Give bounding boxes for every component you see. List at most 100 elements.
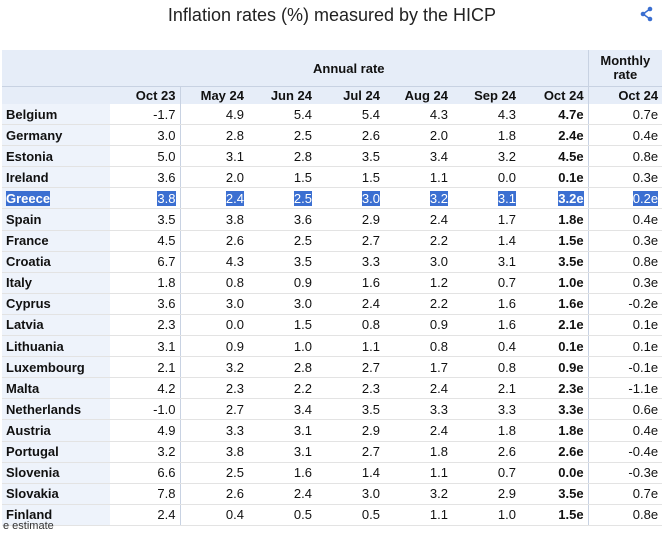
- value-cell: 1.8: [110, 272, 181, 294]
- cell-text: 3.0: [225, 296, 244, 312]
- value-cell: -0.2e: [588, 293, 663, 315]
- table-row: Croatia 6.7 4.3 3.5 3.3 3.0 3.1 3.5e 0.8e: [2, 251, 663, 273]
- value-cell: 3.3: [452, 398, 520, 421]
- value-cell: 2.1: [110, 356, 181, 379]
- country-cell: Luxembourg: [2, 356, 110, 379]
- cell-text: 1.1: [429, 169, 448, 185]
- value-cell: 0.8: [316, 314, 384, 337]
- cell-text: 0.8e: [632, 507, 659, 523]
- value-cell: 4.3: [384, 104, 452, 126]
- value-cell: 2.4: [384, 377, 452, 400]
- cell-text: 2.1e: [558, 317, 584, 333]
- value-cell: -0.4e: [588, 441, 663, 463]
- value-cell: 1.6: [248, 462, 316, 484]
- value-cell: 2.6: [180, 483, 248, 505]
- cell-text: 2.6e: [558, 444, 584, 460]
- cell-text: 5.0: [157, 148, 176, 164]
- cell-text: 3.5: [293, 254, 312, 270]
- cell-text: Luxembourg: [6, 359, 85, 375]
- value-cell: 0.9e: [520, 356, 589, 379]
- cell-text: -1.7: [153, 106, 176, 122]
- column-header: Oct 24: [588, 86, 663, 104]
- cell-text: 0.4e: [632, 127, 659, 143]
- cell-text: -0.1e: [628, 359, 659, 375]
- cell-text: 2.7: [361, 444, 380, 460]
- cell-text: 1.5: [293, 169, 312, 185]
- cell-text: 2.3: [157, 317, 176, 333]
- cell-text: 4.2: [157, 380, 176, 396]
- country-cell: Portugal: [2, 441, 110, 463]
- column-header: Aug 24: [384, 86, 452, 104]
- value-cell: 3.8: [180, 208, 248, 231]
- table-row: Slovakia 7.8 2.6 2.4 3.0 3.2 2.9 3.5e 0.7e: [2, 483, 663, 505]
- value-cell: 2.9: [452, 483, 520, 505]
- cell-text: 0.5: [361, 507, 380, 523]
- cell-text: 1.8e: [558, 422, 584, 438]
- table-row: Malta 4.2 2.3 2.2 2.3 2.4 2.1 2.3e -1.1e: [2, 377, 663, 400]
- cell-text: 0.8: [429, 338, 448, 354]
- value-cell: -1.7: [110, 104, 181, 126]
- cell-text: Malta: [6, 380, 40, 396]
- value-cell: 3.0: [316, 187, 384, 210]
- value-cell: 4.5e: [520, 145, 589, 168]
- cell-text: 1.5e: [558, 507, 584, 523]
- cell-text: 1.5: [293, 317, 312, 333]
- value-cell: 2.3: [316, 377, 384, 400]
- value-cell: 0.8: [180, 272, 248, 294]
- value-cell: 2.9: [316, 419, 384, 442]
- value-cell: 0.0: [452, 166, 520, 189]
- value-cell: 4.3: [452, 104, 520, 126]
- cell-text: 0.9e: [558, 359, 584, 375]
- cell-text: 3.0: [361, 190, 380, 206]
- value-cell: 1.7: [384, 356, 452, 379]
- value-cell: 2.5: [248, 187, 316, 210]
- value-cell: 2.4: [316, 293, 384, 315]
- value-cell: 3.2: [180, 356, 248, 379]
- cell-text: 2.6: [225, 233, 244, 249]
- value-cell: 0.4e: [588, 419, 663, 442]
- cell-text: 0.1e: [558, 169, 584, 185]
- value-cell: 0.2e: [588, 187, 663, 210]
- value-cell: 2.6: [180, 230, 248, 252]
- value-cell: 0.8e: [588, 251, 663, 273]
- cell-text: 0.8e: [632, 254, 659, 270]
- value-cell: 3.5e: [520, 251, 589, 273]
- cell-text: Latvia: [6, 317, 44, 333]
- country-cell: Estonia: [2, 145, 110, 168]
- country-cell: Greece: [2, 187, 110, 210]
- country-cell: Cyprus: [2, 293, 110, 315]
- cell-text: 0.1e: [632, 317, 659, 333]
- cell-text: 4.3: [497, 106, 516, 122]
- value-cell: 5.0: [110, 145, 181, 168]
- table-row: Italy 1.8 0.8 0.9 1.6 1.2 0.7 1.0e 0.3e: [2, 272, 663, 294]
- cell-text: Slovakia: [6, 486, 59, 502]
- value-cell: 2.5: [180, 462, 248, 484]
- value-cell: 0.8: [384, 335, 452, 358]
- cell-text: 3.0: [157, 127, 176, 143]
- cell-text: 2.4: [429, 422, 448, 438]
- table-row: Belgium -1.7 4.9 5.4 5.4 4.3 4.3 4.7e 0.7e: [2, 104, 663, 126]
- country-cell: Latvia: [2, 314, 110, 337]
- value-cell: 0.1e: [588, 314, 663, 337]
- value-cell: 4.7e: [520, 104, 589, 126]
- value-cell: 5.4: [248, 104, 316, 126]
- cell-text: 0.8: [225, 275, 244, 291]
- cell-text: 2.2: [429, 233, 448, 249]
- value-cell: 3.1: [452, 187, 520, 210]
- value-cell: 1.8: [384, 441, 452, 463]
- value-cell: 2.4e: [520, 124, 589, 147]
- value-cell: 3.3: [384, 398, 452, 421]
- cell-text: 1.8: [497, 422, 516, 438]
- value-cell: 6.6: [110, 462, 181, 484]
- value-cell: 2.3e: [520, 377, 589, 400]
- value-cell: 2.2: [384, 230, 452, 252]
- column-header: Sep 24: [452, 86, 520, 104]
- table-row: Latvia 2.3 0.0 1.5 0.8 0.9 1.6 2.1e 0.1e: [2, 314, 663, 337]
- group-header: Annual rate: [110, 50, 589, 87]
- cell-text: Estonia: [6, 148, 53, 164]
- share-icon[interactable]: [640, 6, 654, 22]
- value-cell: 3.0: [248, 293, 316, 315]
- cell-text: Slovenia: [6, 465, 60, 481]
- value-cell: 0.8e: [588, 145, 663, 168]
- value-cell: 1.8e: [520, 419, 589, 442]
